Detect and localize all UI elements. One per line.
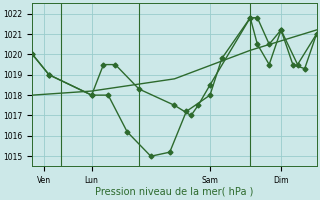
X-axis label: Pression niveau de la mer( hPa ): Pression niveau de la mer( hPa ) [95, 187, 254, 197]
